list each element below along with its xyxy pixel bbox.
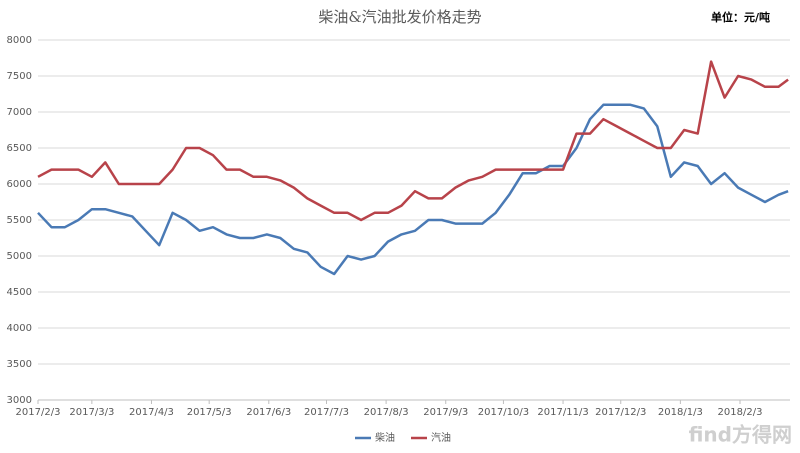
x-tick-label: 2017/6/3 <box>246 407 291 418</box>
x-tick-label: 2017/3/3 <box>69 407 114 418</box>
y-tick-label: 4000 <box>7 323 32 334</box>
x-tick-label: 2017/11/3 <box>537 407 588 418</box>
y-tick-label: 5500 <box>7 215 32 226</box>
x-tick-label: 2017/5/3 <box>187 407 232 418</box>
y-tick-label: 3500 <box>7 359 32 370</box>
legend-label: 柴油 <box>375 431 395 444</box>
y-tick-label: 6500 <box>7 143 32 154</box>
y-tick-label: 5000 <box>7 251 32 262</box>
y-tick-label: 8000 <box>7 35 32 46</box>
series-line <box>37 103 789 276</box>
x-tick-label: 2017/8/3 <box>364 407 409 418</box>
x-tick-label: 2017/12/3 <box>595 407 646 418</box>
legend-label: 汽油 <box>431 431 451 444</box>
chart-title: 柴油&汽油批发价格走势 <box>318 8 481 26</box>
y-tick-label: 7000 <box>7 107 32 118</box>
x-tick-label: 2017/9/3 <box>423 407 468 418</box>
y-tick-label: 6000 <box>7 179 32 190</box>
x-tick-label: 2017/2/3 <box>16 407 61 418</box>
x-tick-label: 2017/4/3 <box>129 407 174 418</box>
unit-label: 单位：元/吨 <box>711 10 770 24</box>
x-tick-label: 2017/10/3 <box>478 407 529 418</box>
y-tick-label: 4500 <box>7 287 32 298</box>
x-tick-label: 2017/7/3 <box>304 407 349 418</box>
watermark: find方得网 <box>689 423 792 447</box>
y-tick-label: 7500 <box>7 71 32 82</box>
y-tick-label: 3000 <box>7 395 32 406</box>
x-tick-label: 2018/2/3 <box>718 407 763 418</box>
x-tick-label: 2018/1/3 <box>658 407 703 418</box>
series-line <box>37 60 789 222</box>
